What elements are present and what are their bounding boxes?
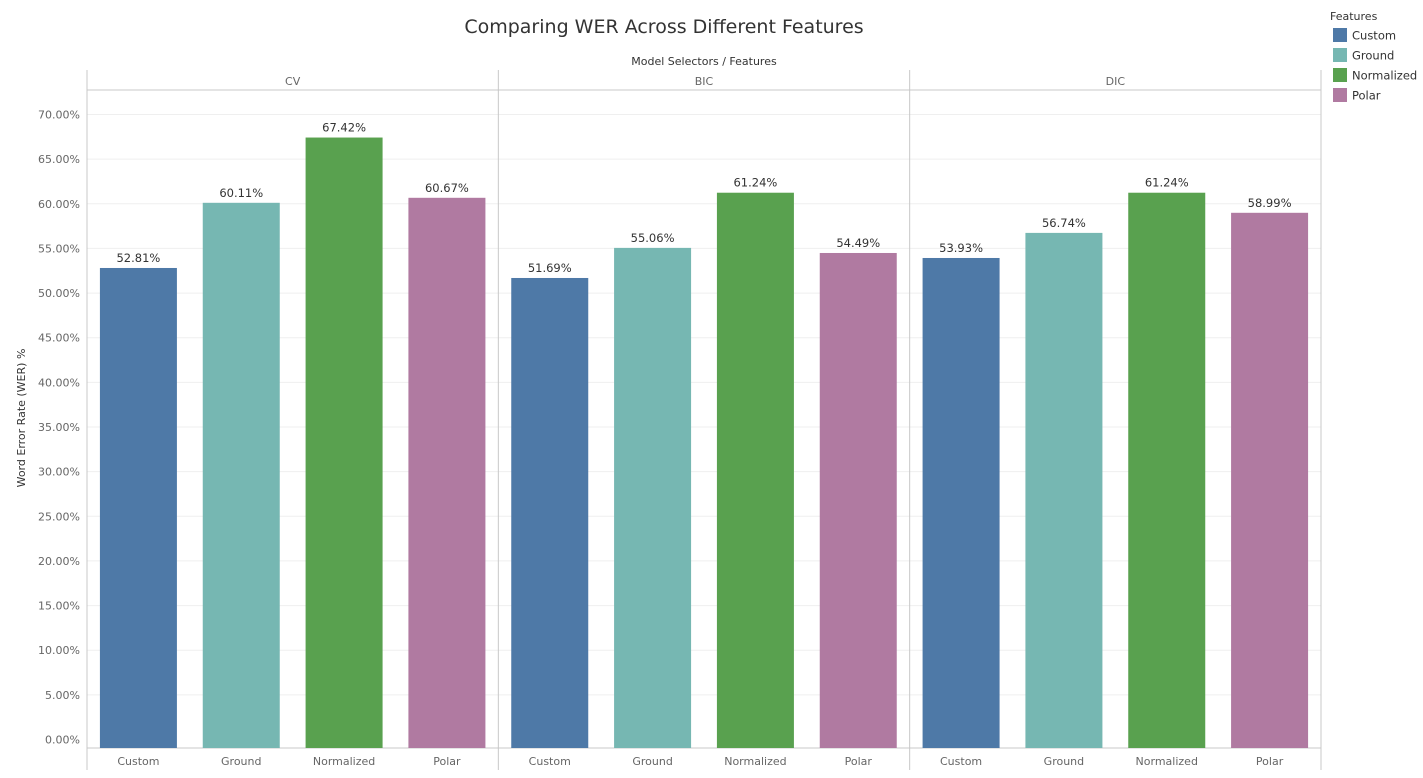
pane-header-cv: CV [285,75,301,88]
data-label-cv-normalized: 67.42% [322,121,366,135]
pane-header-dic: DIC [1106,75,1126,88]
y-tick-label: 35.00% [38,421,80,434]
y-tick-label: 50.00% [38,287,80,300]
x-tick-label-dic-normalized: Normalized [1136,755,1198,768]
x-tick-label-bic-normalized: Normalized [724,755,786,768]
data-label-bic-normalized: 61.24% [733,176,777,190]
x-tick-label-dic-custom: Custom [940,755,982,768]
bar-bic-ground[interactable] [614,247,692,748]
chart-title: Comparing WER Across Different Features [464,16,863,38]
legend-item-polar[interactable]: Polar [1333,88,1381,103]
y-tick-label: 60.00% [38,198,80,211]
y-tick-label: 10.00% [38,644,80,657]
x-tick-label-dic-ground: Ground [1044,755,1084,768]
data-label-bic-ground: 55.06% [631,231,675,245]
y-tick-label: 65.00% [38,153,80,166]
pane-header-bic: BIC [695,75,714,88]
data-label-bic-custom: 51.69% [528,261,572,275]
x-tick-label-cv-custom: Custom [117,755,159,768]
bar-cv-normalized[interactable] [305,137,383,749]
legend-item-normalized[interactable]: Normalized [1333,68,1417,83]
data-label-cv-custom: 52.81% [116,251,160,265]
y-tick-label: 30.00% [38,466,80,479]
frame-layer [86,70,1322,770]
x-tick-label-cv-polar: Polar [433,755,461,768]
x-tick-label-bic-ground: Ground [632,755,672,768]
y-axis-label: Word Error Rate (WER) % [15,349,28,488]
bar-layer: 52.81% Custom 60.11% Ground 67.42% Normalized… [99,121,1309,768]
bar-cv-ground[interactable] [202,202,280,748]
column-header: Model Selectors / Features [631,55,777,68]
y-tick-label: 20.00% [38,555,80,568]
bar-bic-polar[interactable] [819,252,897,748]
data-label-bic-polar: 54.49% [836,236,880,250]
data-label-cv-polar: 60.67% [425,181,469,195]
y-tick-label: 40.00% [38,376,80,389]
bar-dic-custom[interactable] [922,257,1000,748]
bar-bic-normalized[interactable] [716,192,794,748]
y-tick-label: 0.00% [45,734,80,747]
y-tick-label: 55.00% [38,242,80,255]
legend-label-custom: Custom [1352,29,1396,43]
bar-dic-ground[interactable] [1025,232,1103,749]
legend-swatch-polar [1333,88,1347,102]
y-tick-label: 15.00% [38,600,80,613]
pane-layer: CV BIC DIC [285,75,1125,88]
grid-layer: 0.00% 5.00% 10.00% 15.00% 20.00% 25.00% 30.00%… [38,109,1321,747]
data-label-dic-polar: 58.99% [1248,196,1292,210]
y-tick-label: 25.00% [38,510,80,523]
x-tick-label-bic-custom: Custom [529,755,571,768]
legend-swatch-normalized [1333,68,1347,82]
y-tick-label: 45.00% [38,332,80,345]
x-tick-label-dic-polar: Polar [1256,755,1284,768]
y-tick-label: 70.00% [38,109,80,122]
data-label-cv-ground: 60.11% [219,186,263,200]
bar-cv-custom[interactable] [99,267,177,748]
bar-bic-custom[interactable] [511,277,589,748]
y-tick-label: 5.00% [45,689,80,702]
legend-swatch-ground [1333,48,1347,62]
x-tick-label-cv-ground: Ground [221,755,261,768]
legend-item-custom[interactable]: Custom [1333,28,1396,43]
data-label-dic-normalized: 61.24% [1145,176,1189,190]
legend: Custom Ground Normalized Polar [1333,28,1417,103]
x-tick-label-cv-normalized: Normalized [313,755,375,768]
legend-title: Features [1330,10,1378,23]
legend-label-polar: Polar [1352,89,1381,103]
legend-label-normalized: Normalized [1352,69,1417,83]
data-label-dic-custom: 53.93% [939,241,983,255]
bar-dic-polar[interactable] [1231,212,1309,748]
legend-label-ground: Ground [1352,49,1394,63]
legend-item-ground[interactable]: Ground [1333,48,1394,63]
bar-dic-normalized[interactable] [1128,192,1206,748]
legend-swatch-custom [1333,28,1347,42]
data-label-dic-ground: 56.74% [1042,216,1086,230]
bar-cv-polar[interactable] [408,197,486,748]
x-tick-label-bic-polar: Polar [845,755,873,768]
